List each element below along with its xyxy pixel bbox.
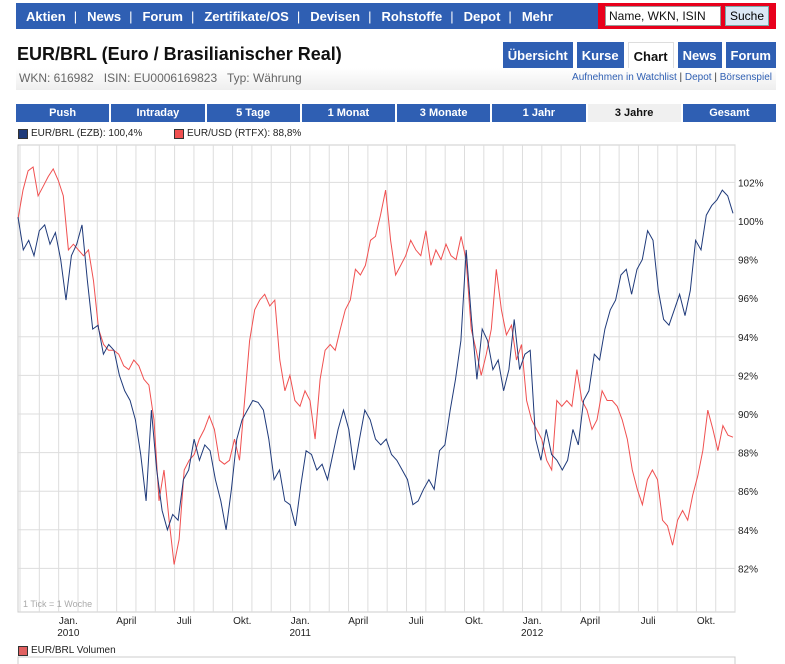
x-tick-year: 2012 [521, 628, 544, 639]
period-5-tage[interactable]: 5 Tage [206, 104, 300, 122]
x-tick-label: Juli [641, 616, 656, 627]
x-tick-year: 2011 [289, 628, 311, 639]
y-tick-label: 92% [738, 371, 758, 382]
search-box: Suche [598, 3, 776, 29]
plot-area [17, 144, 736, 613]
period-3-monate[interactable]: 3 Monate [397, 104, 491, 122]
watchlist-link[interactable]: Aufnehmen in Watchlist [572, 72, 677, 83]
nav-separator: | [508, 8, 512, 24]
tab-chart[interactable]: Chart [627, 42, 674, 70]
instrument-tabs: Übersicht Kurse Chart News Forum [502, 42, 776, 70]
legend-label: EUR/BRL (EZB): 100,4% [31, 128, 143, 139]
x-tick-label: Okt. [697, 616, 715, 627]
nav-separator: | [450, 8, 454, 24]
boersenspiel-link[interactable]: Börsenspiel [719, 72, 772, 83]
period-1-jahr[interactable]: 1 Jahr [492, 104, 586, 122]
period-push[interactable]: Push [16, 104, 110, 122]
period-gesamt[interactable]: Gesamt [682, 104, 776, 122]
y-tick-label: 90% [738, 410, 758, 421]
nav-separator: | [190, 8, 195, 24]
type: Typ: Währung [226, 71, 302, 85]
nav-item-news[interactable]: News [87, 8, 122, 24]
x-tick-label: Okt. [465, 616, 483, 627]
period-selector: Push Intraday 5 Tage 1 Monat 3 Monate 1 Jahr 3… [16, 104, 776, 122]
instrument-info-bar: WKN: 616982 ISIN: EU0006169823 Typ: Währ… [16, 68, 776, 90]
x-tick-label: Jan. [291, 616, 310, 627]
x-tick-label: Juli [177, 616, 192, 627]
x-tick-label: Jan. [523, 616, 542, 627]
nav-separator: | [129, 8, 133, 24]
y-tick-label: 98% [738, 256, 758, 267]
tab-übersicht[interactable]: Übersicht [502, 42, 573, 70]
legend-swatch-volume [18, 645, 28, 656]
nav-item-zertifikateos[interactable]: Zertifikate/OS [204, 8, 289, 24]
series-line-eurbrl [17, 189, 734, 532]
y-tick-label: 88% [738, 449, 758, 460]
y-tick-label: 84% [738, 526, 758, 537]
x-tick-label: Jan. [59, 616, 78, 627]
x-tick-label: April [116, 616, 136, 627]
tab-kurse[interactable]: Kurse [576, 42, 624, 70]
nav-separator: | [73, 8, 78, 24]
search-input[interactable] [604, 6, 721, 26]
x-tick-label: Juli [409, 616, 424, 627]
legend-swatch-blue [18, 128, 28, 139]
y-tick-label: 96% [738, 294, 758, 305]
search-button[interactable]: Suche [724, 6, 770, 26]
period-3-jahre[interactable]: 3 Jahre [587, 104, 681, 122]
x-tick-label: April [580, 616, 600, 627]
nav-item-devisen[interactable]: Devisen [310, 8, 361, 24]
y-tick-label: 100% [738, 217, 764, 228]
action-links: Aufnehmen in Watchlist | Depot | Börsens… [572, 72, 772, 83]
isin: ISIN: EU0006169823 [103, 71, 218, 85]
page-title: EUR/BRL (Euro / Brasilianischer Real) [17, 44, 342, 64]
nav-item-depot[interactable]: Depot [463, 8, 501, 24]
x-tick-year: 2010 [57, 628, 80, 639]
tab-news[interactable]: News [677, 42, 722, 70]
legend-label: EUR/USD (RTFX): 88,8% [187, 128, 302, 139]
legend-eurbrl: EUR/BRL (EZB): 100,4% [18, 128, 142, 139]
nav-separator: | [296, 8, 301, 24]
y-tick-label: 86% [738, 487, 758, 498]
tick-note: 1 Tick = 1 Woche [23, 599, 92, 609]
legend-label: EUR/BRL Volumen [31, 645, 116, 656]
legend-swatch-red [174, 128, 184, 139]
nav-item-aktien[interactable]: Aktien [26, 8, 66, 24]
tab-forum[interactable]: Forum [725, 42, 776, 70]
depot-link[interactable]: Depot [684, 72, 712, 83]
y-tick-label: 82% [738, 564, 758, 575]
x-tick-label: Okt. [233, 616, 251, 627]
nav-item-forum[interactable]: Forum [142, 8, 183, 24]
instrument-meta: WKN: 616982 ISIN: EU0006169823 Typ: Währ… [19, 68, 302, 88]
x-tick-label: April [348, 616, 368, 627]
nav-separator: | [368, 8, 372, 24]
y-tick-label: 94% [738, 333, 758, 344]
legend-volume: EUR/BRL Volumen [18, 645, 116, 656]
period-1-monat[interactable]: 1 Monat [301, 104, 395, 122]
period-intraday[interactable]: Intraday [111, 104, 205, 122]
series-line-eurusd [17, 166, 734, 565]
legend-eurusd: EUR/USD (RTFX): 88,8% [174, 128, 301, 139]
nav-item-rohstoffe[interactable]: Rohstoffe [381, 8, 443, 24]
volume-panel [17, 656, 736, 664]
nav-item-mehr[interactable]: Mehr [521, 8, 553, 24]
wkn: WKN: 616982 [19, 71, 94, 85]
y-tick-label: 102% [738, 178, 764, 189]
